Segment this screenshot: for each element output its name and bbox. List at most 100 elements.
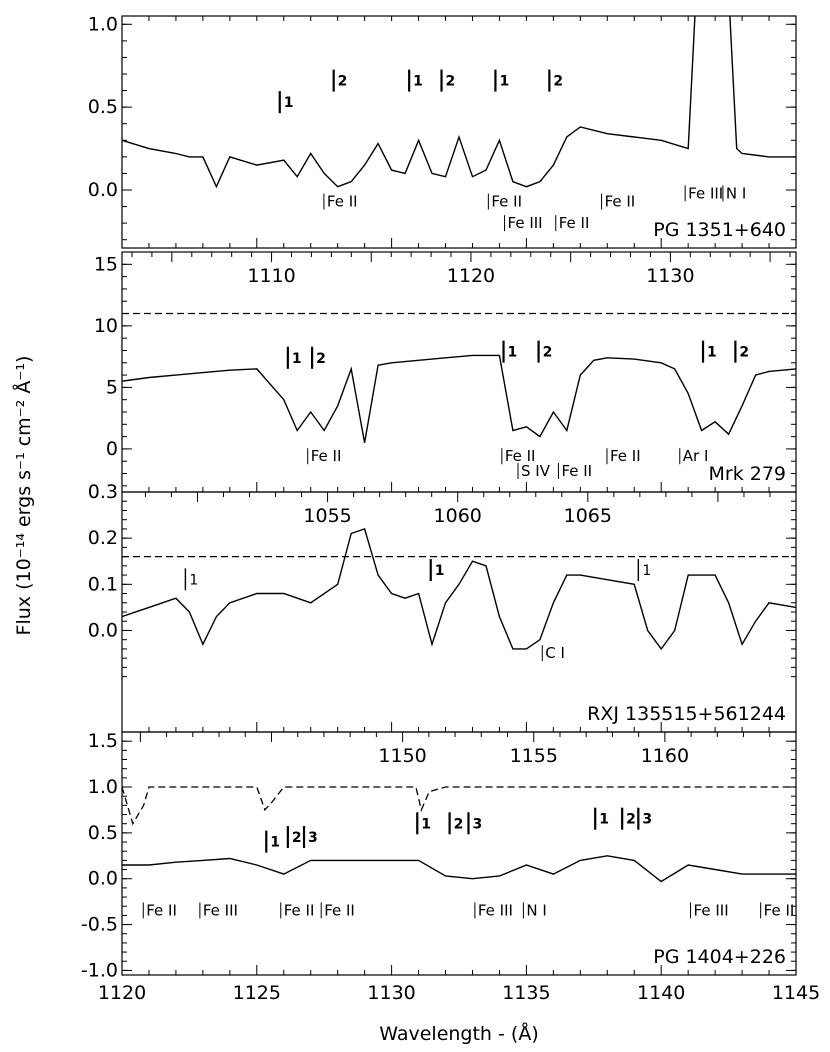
spectrum-line (122, 855, 796, 883)
line-identification: Fe II (146, 901, 177, 919)
component-label: 2 (626, 812, 636, 828)
component-label: 2 (543, 345, 553, 361)
x-tick-label: 1120 (98, 982, 146, 1004)
line-identification: Fe II (610, 447, 641, 465)
x-tick-label: 1145 (772, 982, 820, 1004)
y-tick-label: 0 (106, 438, 118, 460)
spectrum-line (122, 354, 796, 443)
panel-frame (121, 15, 797, 249)
top-tick-label: 1060 (434, 505, 482, 527)
component-label: 1 (707, 345, 717, 361)
spectrum-line (122, 527, 796, 651)
y-tick-label: 5 (106, 376, 118, 398)
panel-plot-area (122, 312, 796, 443)
component-label: 1 (435, 563, 445, 579)
x-tick-label: 1130 (367, 982, 415, 1004)
line-identification: Fe III (694, 901, 729, 919)
top-tick-label: 1160 (641, 745, 689, 767)
component-label: 1 (284, 95, 294, 111)
y-tick-label: -1.0 (81, 959, 118, 981)
y-axis-title: Flux (10⁻¹⁴ ergs s⁻¹ cm⁻² Å⁻¹) (12, 356, 35, 636)
component-label: 1 (421, 816, 431, 832)
component-label: 2 (454, 816, 464, 832)
y-tick-label: 1.0 (88, 776, 118, 798)
component-label: 2 (292, 830, 302, 846)
line-identification: Fe II (324, 901, 355, 919)
line-identification: Fe II (491, 193, 522, 211)
component-label: 2 (338, 74, 348, 90)
y-tick-label: 10 (94, 315, 118, 337)
line-identification: Fe II (505, 447, 536, 465)
line-identification: Fe II (284, 901, 315, 919)
panel-plot-area (122, 527, 796, 651)
component-label: 1 (189, 572, 198, 588)
line-identification: N I (526, 901, 546, 919)
y-tick-label: -0.5 (81, 914, 118, 936)
x-tick-label: 1125 (233, 982, 281, 1004)
component-label: 3 (642, 812, 652, 828)
top-tick-label: 1150 (378, 745, 426, 767)
line-identification: Fe III (478, 901, 513, 919)
line-identification: Fe II (327, 193, 358, 211)
component-label: 2 (446, 74, 456, 90)
y-tick-label: 0.0 (88, 179, 118, 201)
component-label: 2 (316, 351, 326, 367)
y-tick-label: 0.5 (88, 822, 118, 844)
component-label: 1 (413, 74, 423, 90)
line-identification: N I (726, 184, 746, 202)
y-tick-label: 15 (94, 253, 118, 275)
panel-plot-area (122, 786, 796, 883)
y-tick-label: 0.5 (88, 96, 118, 118)
top-tick-label: 1055 (303, 505, 351, 527)
top-tick-label: 1120 (447, 265, 495, 287)
line-identification: Fe III (203, 901, 238, 919)
line-identification: Fe II (311, 447, 342, 465)
component-label: 2 (553, 74, 563, 90)
component-label: 3 (472, 816, 482, 832)
panel-frame (121, 491, 797, 733)
component-label: 1 (599, 812, 609, 828)
object-name: PG 1404+226 (653, 946, 786, 968)
continuum-line (122, 786, 796, 826)
y-tick-label: 0.1 (88, 573, 118, 595)
line-identification: Ar I (683, 447, 709, 465)
object-name: Mrk 279 (708, 463, 786, 485)
line-identification: Fe II (605, 193, 636, 211)
component-label: 1 (270, 835, 280, 851)
y-tick-label: 0.2 (88, 527, 118, 549)
component-label: 1 (499, 74, 509, 90)
top-tick-label: 1130 (646, 265, 694, 287)
line-identification: Fe III (688, 184, 723, 202)
top-tick-label: 1110 (247, 265, 295, 287)
component-label: 1 (642, 563, 651, 579)
y-tick-label: 1.5 (88, 730, 118, 752)
component-label: 1 (292, 351, 302, 367)
panel-1: 0.0 0.5 1.0 1 2 1 2 1 2 Fe II Fe II Fe III Fe II Fe I… (88, 13, 797, 249)
y-tick-label: 1.0 (88, 13, 118, 35)
y-tick-label: 0.0 (88, 868, 118, 890)
spectrum-line (122, 16, 796, 189)
object-name: PG 1351+640 (653, 219, 786, 241)
line-identification: Fe II (764, 901, 795, 919)
component-label: 2 (739, 345, 749, 361)
line-identification: S IV (521, 462, 551, 480)
component-label: 1 (508, 345, 518, 361)
y-tick-label: 0.0 (88, 619, 118, 641)
panel-frame (121, 731, 797, 976)
y-tick-label: 0.3 (88, 481, 118, 503)
line-identification: Fe II (559, 214, 590, 232)
x-tick-label: 1140 (637, 982, 685, 1004)
line-identification: Fe II (561, 462, 592, 480)
component-label: 3 (308, 830, 318, 846)
panel-plot-area (122, 16, 796, 189)
object-name: RXJ 135515+561244 (587, 703, 786, 725)
line-identification: Fe III (508, 214, 543, 232)
panel-3: 0.0 0.1 0.2 0.3 1055 1060 1065 1 1 1 C I RXJ 135515… (88, 481, 797, 733)
x-tick-label: 1135 (502, 982, 550, 1004)
x-axis-title: Wavelength - (Å) (379, 1022, 538, 1045)
top-tick-label: 1065 (564, 505, 612, 527)
line-identification: C I (545, 644, 565, 662)
top-tick-label: 1155 (510, 745, 558, 767)
